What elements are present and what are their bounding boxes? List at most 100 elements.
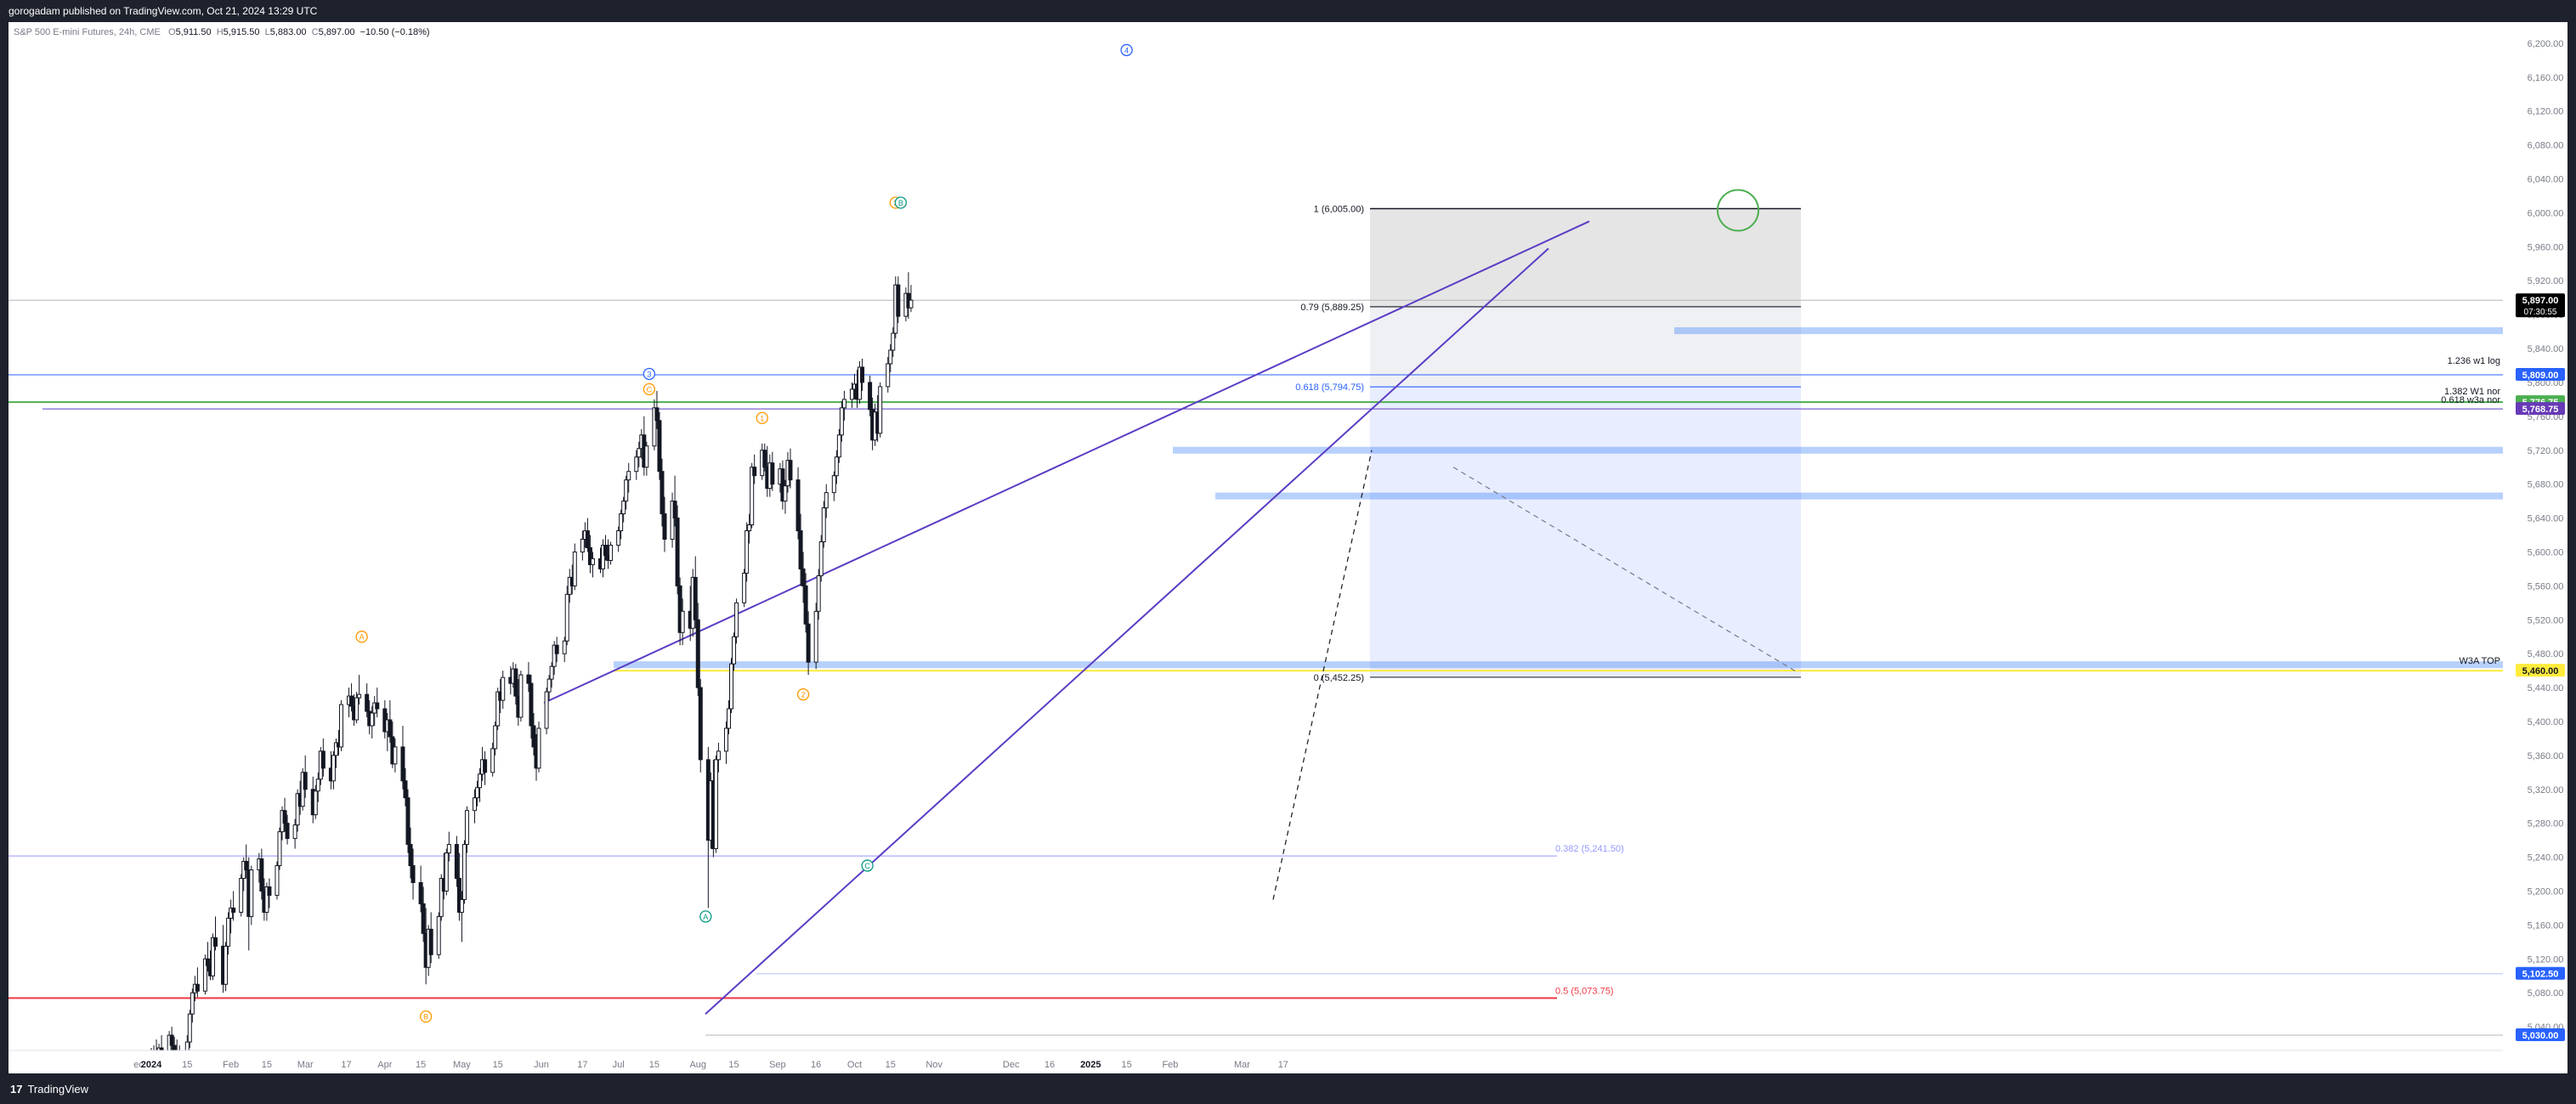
candle-body	[388, 719, 393, 738]
dashed-projection-b	[1452, 467, 1798, 673]
candle-body	[677, 585, 682, 633]
band-5861	[1674, 327, 2503, 335]
candle-body	[564, 593, 569, 642]
candle-body	[713, 759, 718, 850]
candle-up	[459, 891, 464, 943]
price-tick-label: 5,480.00	[2528, 649, 2564, 660]
candle-body	[888, 349, 893, 365]
candle-body	[313, 790, 318, 816]
band-5467	[614, 661, 2503, 669]
candle-body	[727, 708, 731, 729]
candle-down	[770, 451, 775, 491]
time-tick-label: Oct	[847, 1060, 862, 1070]
candle-body	[213, 937, 218, 947]
candle-body	[495, 691, 501, 727]
candle-up	[849, 382, 854, 408]
price-label: 5,897.00 07:30:55	[2516, 293, 2565, 318]
price-label-text: 5,460.00	[2522, 666, 2559, 677]
candle-body	[747, 524, 752, 532]
note-label: W3A TOP	[2459, 656, 2500, 666]
candle-body	[609, 544, 614, 561]
candle-body	[626, 471, 631, 481]
price-label-text: 5,809.00	[2522, 371, 2559, 381]
note-label: 1.236 w1 log	[2448, 356, 2500, 366]
candle-body	[816, 575, 821, 612]
candle-down	[259, 848, 264, 900]
candle-up	[831, 471, 836, 501]
candle-body	[295, 793, 300, 826]
candle-up	[580, 530, 585, 561]
fib-zone-middle	[1370, 306, 1801, 388]
candle-body	[878, 386, 883, 434]
fib-zone-upper	[1370, 208, 1801, 307]
elliott-label: C	[643, 382, 656, 396]
candle-body	[660, 471, 665, 515]
candle-up	[839, 400, 844, 442]
candle-body	[891, 332, 896, 351]
candle-body	[210, 937, 215, 977]
candle-body	[723, 728, 728, 752]
candle-body	[652, 407, 657, 447]
open-label: O	[168, 27, 176, 37]
candle-down	[285, 814, 290, 845]
elliott-label-circle	[861, 859, 874, 872]
candle-down	[693, 556, 698, 629]
candle-body	[285, 823, 290, 840]
candle-down	[806, 611, 811, 676]
high-value: 5,915.50	[223, 27, 260, 37]
candle-body	[572, 551, 577, 586]
candle-body	[795, 479, 801, 532]
candle-up	[670, 492, 675, 548]
candle-down	[660, 458, 665, 527]
price-tick-label: 6,160.00	[2528, 73, 2564, 83]
candle-up	[590, 552, 595, 578]
elliott-label-text: 4	[1124, 46, 1129, 54]
price-tick-label: 5,640.00	[2528, 514, 2564, 524]
candle-body	[490, 748, 495, 773]
price-label-bg	[2516, 367, 2565, 381]
target-circle	[1717, 189, 1759, 232]
candle-body	[475, 787, 480, 799]
price-tick-label: 5,520.00	[2528, 615, 2564, 626]
candle-up	[461, 840, 467, 904]
price-tick-label: 5,400.00	[2528, 717, 2564, 728]
elliott-label: 3	[643, 367, 656, 381]
candle-body	[267, 886, 272, 896]
candle-down	[587, 535, 592, 574]
candle-body	[670, 501, 675, 540]
low-value: 5,883.00	[269, 27, 307, 37]
candle-body	[803, 585, 808, 625]
candle-up	[518, 671, 524, 722]
price-tick-label: 6,120.00	[2528, 107, 2564, 117]
candle-down	[403, 767, 408, 807]
candle-up	[716, 742, 721, 773]
candle-body	[590, 558, 595, 565]
tradingview-logo[interactable]: 17 TradingView	[10, 1083, 88, 1096]
price-tick-label: 5,600.00	[2528, 547, 2564, 558]
elliott-label-text: B	[898, 199, 903, 207]
candle-up	[331, 750, 336, 790]
candle-down	[526, 662, 531, 693]
candle-down	[529, 675, 534, 739]
time-tick-label: 2024	[141, 1060, 162, 1070]
candle-body	[662, 513, 667, 540]
candle-body	[418, 881, 423, 904]
elliott-label-text: B	[423, 1013, 428, 1022]
candle-body	[292, 824, 297, 840]
candle-body	[858, 366, 863, 400]
time-tick-label: Nov	[926, 1060, 943, 1070]
candle-body	[654, 407, 660, 422]
time-tick-label: Jul	[613, 1060, 625, 1070]
candle-up	[813, 603, 818, 670]
candle-up	[249, 865, 254, 926]
time-axis-bg	[8, 1050, 2568, 1073]
chart-area[interactable]: 1 (6,005.00) 0.79 (5,889.25) 0.618 (5,794.…	[8, 22, 2568, 1073]
candle-body	[483, 759, 488, 773]
time-tick-label: 15	[416, 1060, 426, 1070]
price-tick-label: 5,720.00	[2528, 446, 2564, 456]
price-chart[interactable]: 1 (6,005.00) 0.79 (5,889.25) 0.618 (5,794.…	[8, 22, 2568, 1073]
time-tick-label: 15	[1121, 1060, 1131, 1070]
candle-up	[478, 767, 483, 802]
time-tick-label: Feb	[223, 1060, 239, 1070]
candle-down	[428, 912, 433, 964]
